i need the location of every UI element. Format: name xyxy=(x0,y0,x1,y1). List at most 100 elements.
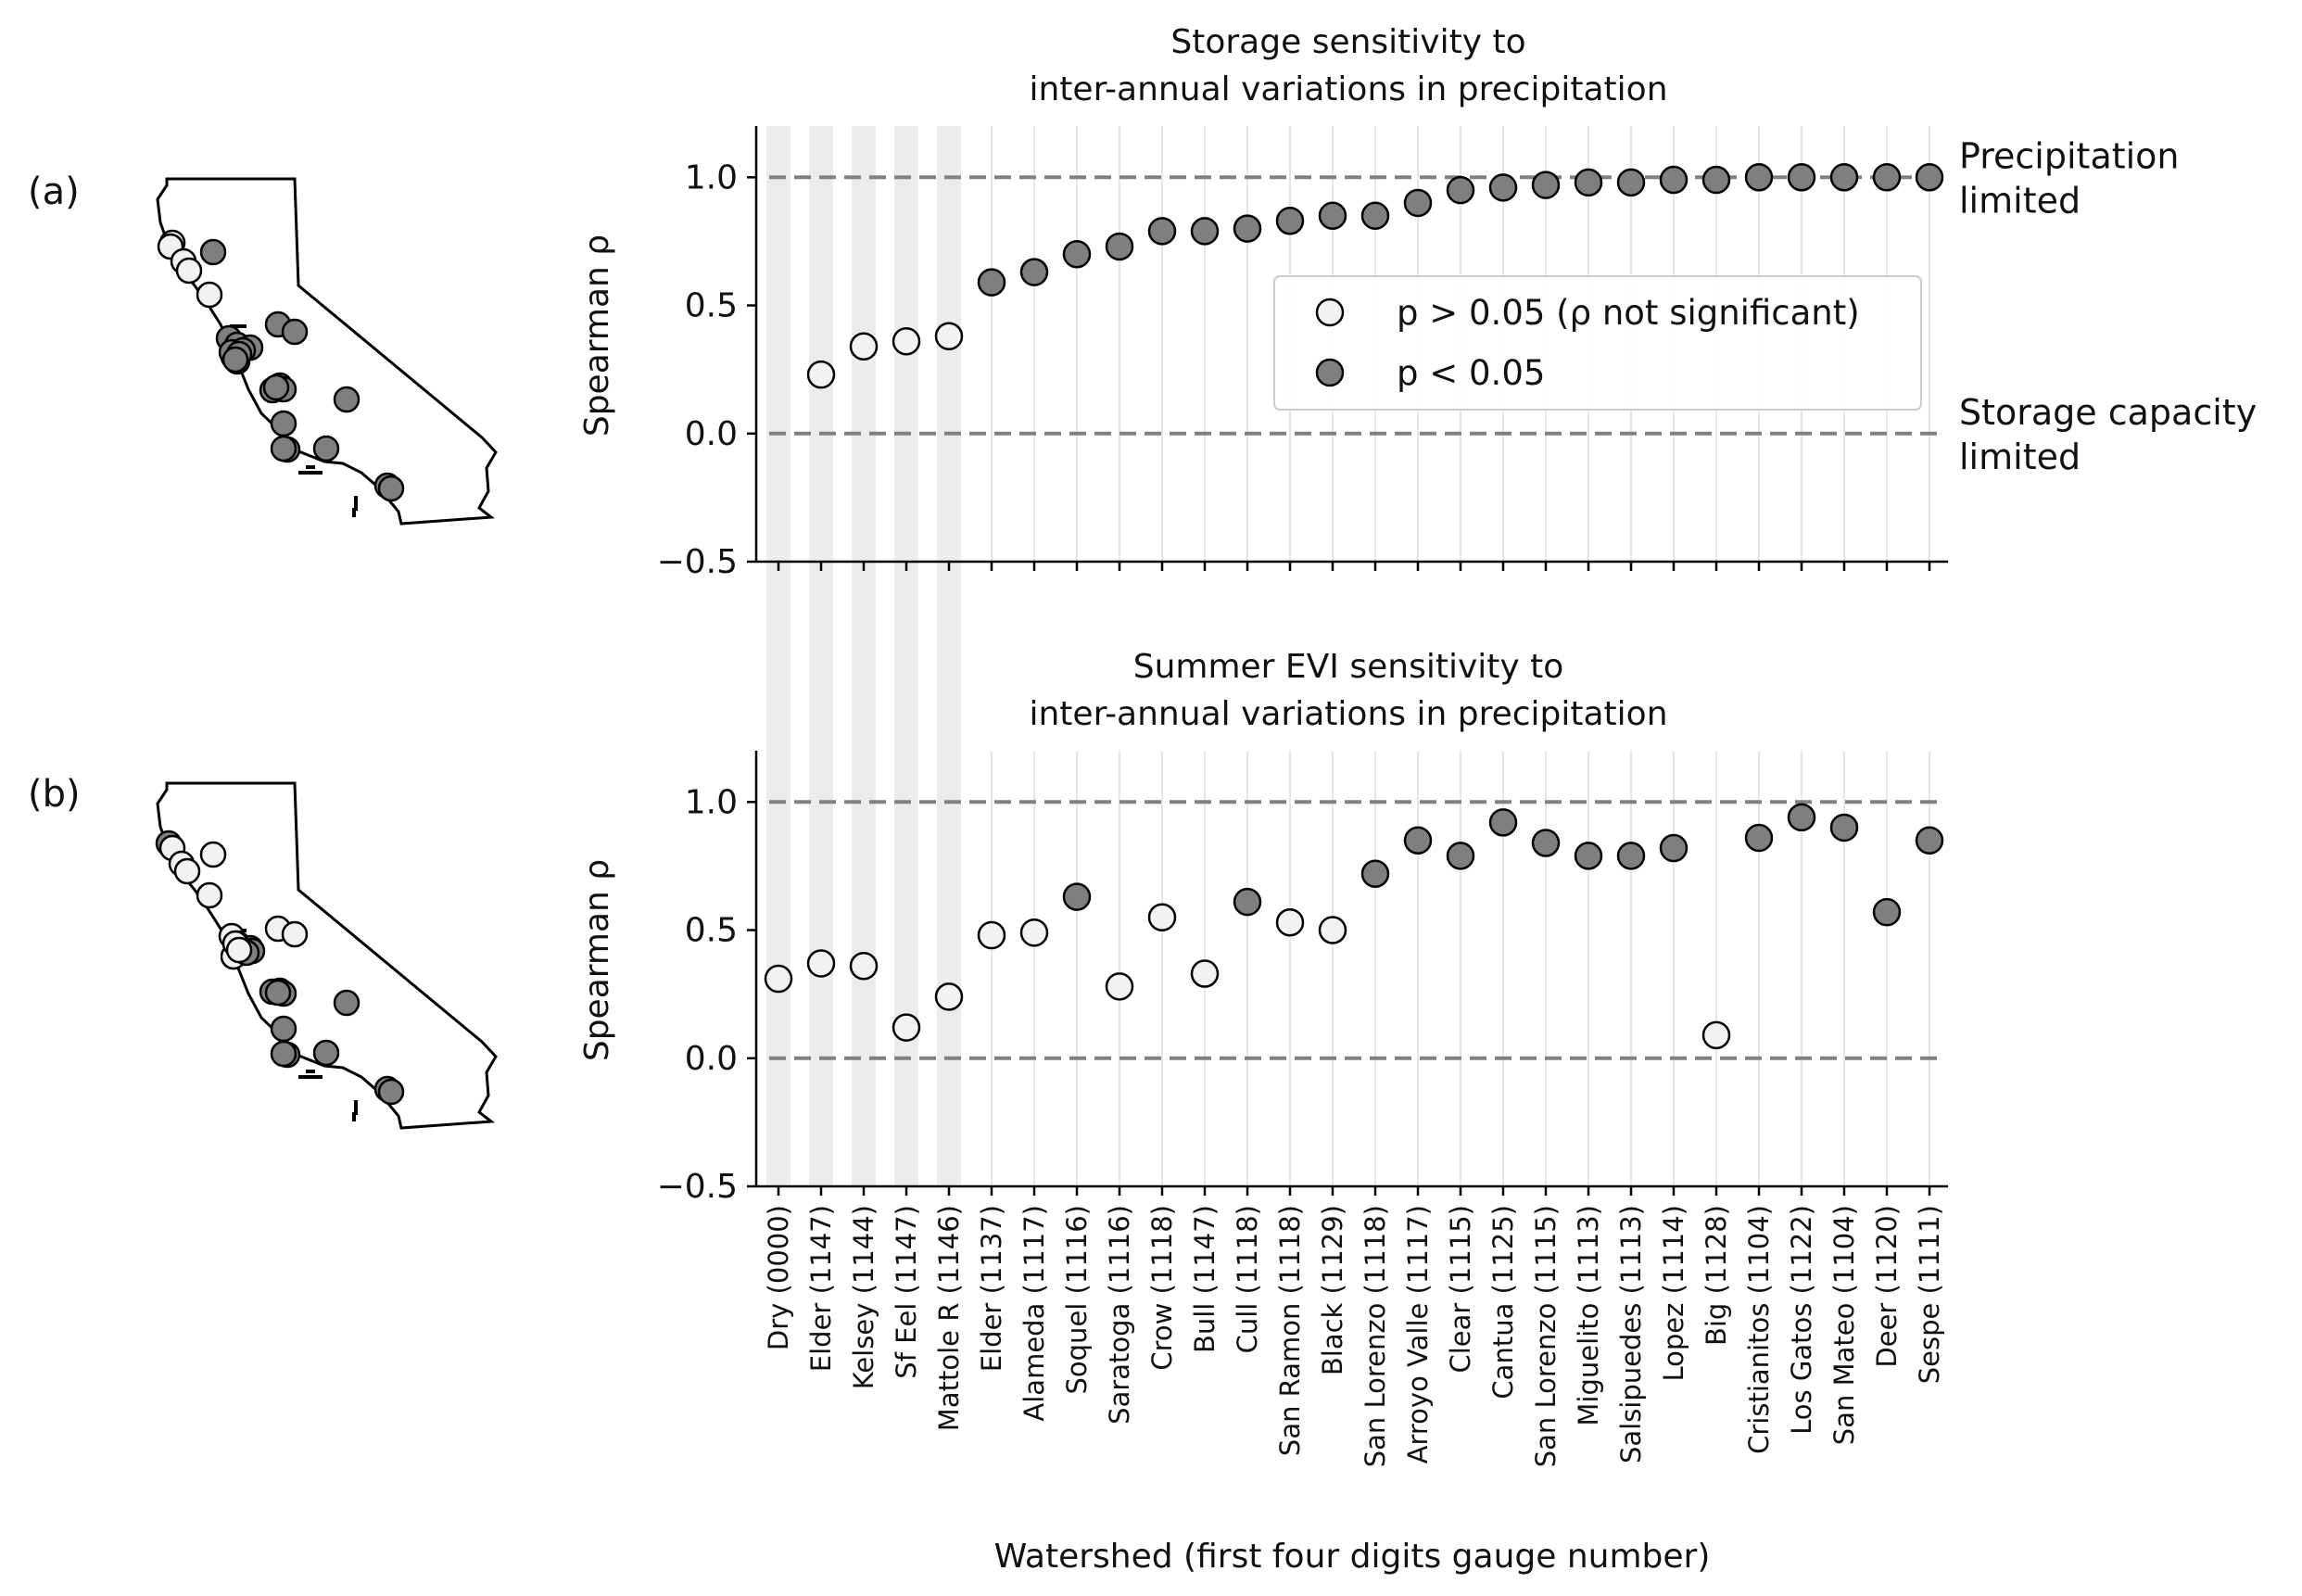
legend-filled-marker xyxy=(1315,358,1345,387)
data-point xyxy=(1190,217,1220,246)
x-category-label: Soquel (1116) xyxy=(1061,1205,1093,1395)
data-point xyxy=(1915,826,1944,855)
data-point xyxy=(977,920,1006,950)
non-significant-shade-bands xyxy=(766,126,961,1186)
data-point xyxy=(1531,829,1561,857)
reference-lines-b xyxy=(769,800,1942,1060)
data-point xyxy=(1531,171,1561,199)
island-mark xyxy=(352,508,356,517)
axes-b: Summer EVI sensitivity to inter-annual v… xyxy=(578,648,1948,1576)
xlabel: Watershed (first four digits gauge numbe… xyxy=(994,1538,1711,1576)
site-marker xyxy=(377,475,405,502)
data-point xyxy=(1744,823,1774,853)
x-category-label: Crow (1118) xyxy=(1146,1205,1178,1371)
x-category-label: San Lorenzo (1118) xyxy=(1360,1205,1391,1467)
site-marker xyxy=(173,857,201,885)
title-b-line1: Summer EVI sensitivity to xyxy=(1133,648,1564,686)
data-point xyxy=(806,949,836,978)
x-category-label: Sespe (1111) xyxy=(1914,1205,1945,1384)
data-point xyxy=(764,964,793,994)
site-marker xyxy=(196,881,223,909)
y-tick-label: 0.5 xyxy=(685,912,738,950)
y-tick-label: 0.5 xyxy=(685,287,738,325)
data-point xyxy=(1275,207,1305,235)
site-marker xyxy=(270,435,297,462)
x-category-label: Clear (1115) xyxy=(1445,1205,1476,1374)
x-category-label: Elder (1147) xyxy=(805,1205,837,1372)
data-point xyxy=(1318,201,1347,231)
site-marker xyxy=(196,281,223,309)
annotation-text: limited xyxy=(1959,437,2081,477)
y-tick-label: 0.0 xyxy=(685,1040,738,1078)
data-point xyxy=(849,332,879,361)
shade-band xyxy=(766,126,791,1186)
x-category-label: Black (1129) xyxy=(1317,1205,1348,1375)
site-marker xyxy=(262,374,290,401)
site-marker xyxy=(377,1078,405,1106)
x-category-label: Kelsey (1144) xyxy=(848,1205,879,1389)
data-point xyxy=(1659,165,1689,195)
data-point xyxy=(1616,842,1646,870)
data-point xyxy=(1574,842,1603,870)
site-marker xyxy=(270,1040,297,1068)
site-marker xyxy=(312,1039,340,1067)
data-points-a xyxy=(806,163,1944,389)
island-mark xyxy=(354,1100,358,1115)
y-ticks-a: −0.5 0.0 0.5 1.0 xyxy=(657,158,1931,581)
data-point xyxy=(1233,214,1262,243)
data-point xyxy=(934,982,964,1011)
data-point xyxy=(1872,163,1902,192)
ylabel-a: Spearman ρ xyxy=(578,234,616,437)
panel-a-label: (a) xyxy=(28,171,80,213)
y-tick-label: 0.0 xyxy=(685,415,738,453)
y-tick-label: −0.5 xyxy=(657,543,738,581)
x-category-label: Saratoga (1116) xyxy=(1104,1205,1135,1425)
x-category-label: Deer (1120) xyxy=(1871,1205,1903,1368)
california-outline xyxy=(156,781,498,1130)
data-point xyxy=(1062,882,1092,911)
title-a-line1: Storage sensitivity to xyxy=(1170,23,1525,61)
legend-label-open: p > 0.05 (ρ not significant) xyxy=(1397,293,1860,333)
island-mark xyxy=(352,1112,356,1121)
x-category-label: Alameda (1117) xyxy=(1018,1205,1050,1422)
island-mark xyxy=(298,471,323,475)
data-point xyxy=(1147,217,1177,246)
data-point xyxy=(892,1013,921,1042)
x-category-label: Dry (0000) xyxy=(763,1205,794,1350)
data-point xyxy=(1446,175,1475,205)
legend-label-filled: p < 0.05 xyxy=(1397,353,1545,393)
data-point xyxy=(1105,232,1134,261)
x-category-label: Cull (1118) xyxy=(1232,1205,1263,1353)
site-marker xyxy=(333,386,360,413)
data-point xyxy=(1787,163,1816,192)
data-point xyxy=(1019,258,1049,286)
data-point xyxy=(1574,168,1603,197)
y-tick-label: −0.5 xyxy=(657,1168,738,1206)
x-category-label: San Lorenzo (1115) xyxy=(1530,1205,1562,1467)
data-point xyxy=(1105,972,1134,1001)
legend: p > 0.05 (ρ not significant) p < 0.05 xyxy=(1273,275,1922,411)
x-category-label: Arroyo Valle (1117) xyxy=(1402,1205,1434,1463)
shade-band xyxy=(809,126,833,1186)
site-marker xyxy=(221,346,249,374)
data-point xyxy=(1701,165,1731,195)
data-point xyxy=(1062,239,1092,269)
shade-band xyxy=(894,126,918,1186)
site-marker xyxy=(199,238,227,266)
data-point xyxy=(1829,163,1859,192)
y-ticks-b: −0.5 0.0 0.5 1.0 xyxy=(657,783,1931,1206)
site-marker xyxy=(270,410,297,437)
data-point xyxy=(1659,833,1689,863)
data-point xyxy=(1275,907,1305,937)
x-category-label: San Ramon (1118) xyxy=(1274,1205,1306,1456)
x-category-label: Miguelito (1113) xyxy=(1573,1205,1604,1426)
data-point xyxy=(1147,903,1177,931)
annotation-text: Precipitation xyxy=(1959,135,2180,176)
legend-frame xyxy=(1273,275,1922,411)
island-mark xyxy=(354,496,358,511)
data-point xyxy=(849,951,879,981)
data-point xyxy=(1872,897,1902,927)
site-marker xyxy=(225,936,253,964)
data-point xyxy=(1190,959,1220,988)
